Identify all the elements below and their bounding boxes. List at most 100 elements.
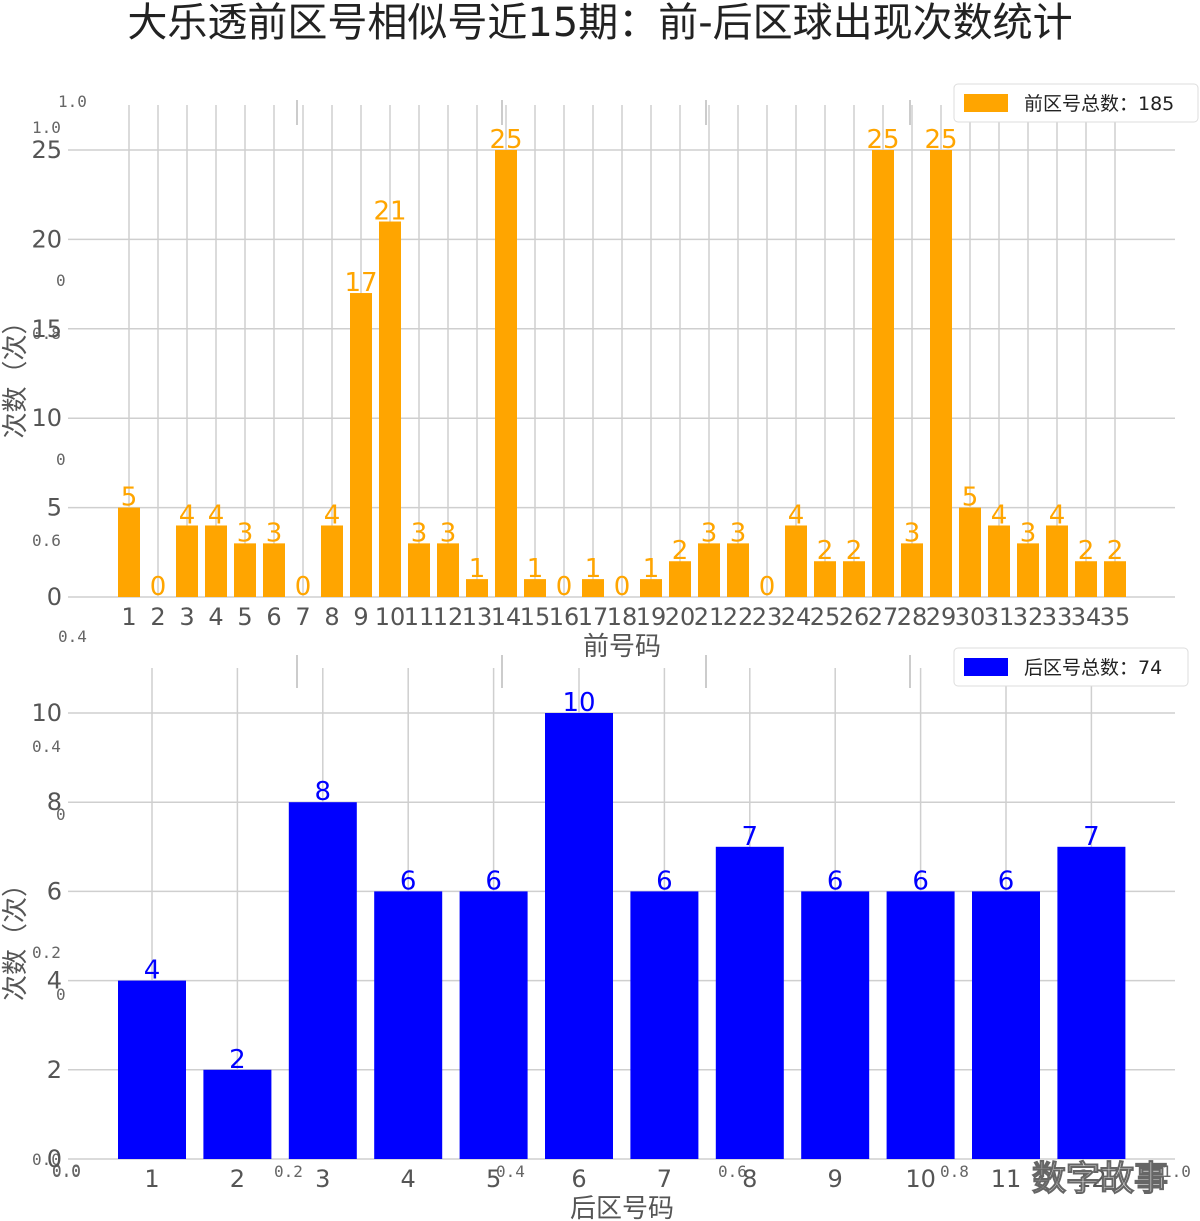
x-tick-label: 13 <box>462 603 493 631</box>
bar-value-label: 5 <box>962 483 979 513</box>
legend-box <box>953 647 1189 687</box>
legend-swatch <box>964 94 1008 112</box>
x-axis-label: 前号码 <box>583 632 661 662</box>
bar <box>203 1069 272 1159</box>
x-tick-label: 11 <box>991 1165 1022 1193</box>
x-tick-label: 25 <box>810 603 841 631</box>
bar <box>118 980 186 1159</box>
background-tick-label: 0 <box>56 985 66 1004</box>
bar-value-label: 6 <box>485 866 502 896</box>
x-tick-label: 19 <box>636 603 667 631</box>
bar <box>1075 561 1097 597</box>
x-tick-label: 9 <box>828 1165 843 1193</box>
background-tick-label: 0 <box>56 271 66 290</box>
x-tick-label: 4 <box>401 1165 416 1193</box>
x-tick-label: 17 <box>578 603 609 631</box>
x-tick-label: 28 <box>897 603 928 631</box>
bar-value-label: 1 <box>469 554 486 584</box>
x-tick-label: 1 <box>144 1165 159 1193</box>
x-tick-label: 33 <box>1042 603 1073 631</box>
y-tick-label: 8 <box>47 788 62 816</box>
x-tick-label: 5 <box>486 1165 501 1193</box>
bar-value-label: 4 <box>324 500 341 530</box>
y-tick-label: 2 <box>47 1056 62 1084</box>
bar <box>872 150 894 597</box>
bar <box>886 891 955 1159</box>
x-tick-label: 24 <box>781 603 812 631</box>
bar-value-label: 4 <box>179 500 196 530</box>
bar-value-label: 0 <box>150 572 167 602</box>
x-tick-label: 35 <box>1100 603 1131 631</box>
background-tick-label: 0.8 <box>940 1162 969 1181</box>
background-tick-label: 1.0 <box>1162 1162 1191 1181</box>
bar-value-label: 10 <box>562 688 595 718</box>
bar-value-label: 21 <box>373 197 406 227</box>
bar <box>698 543 720 597</box>
bar-value-label: 25 <box>924 125 957 155</box>
bar-value-label: 3 <box>266 518 283 548</box>
bar <box>630 891 699 1159</box>
bar <box>321 525 343 597</box>
bar <box>727 543 749 597</box>
bar <box>901 543 923 597</box>
bar-value-label: 1 <box>585 554 602 584</box>
x-tick-label: 7 <box>295 603 310 631</box>
x-tick-label: 31 <box>984 603 1015 631</box>
bar-value-label: 4 <box>991 500 1008 530</box>
bar <box>408 543 430 597</box>
bar-value-label: 6 <box>912 866 929 896</box>
background-tick-label: 0.6 <box>32 531 61 550</box>
legend-label: 后区号总数：74 <box>1024 657 1162 679</box>
background-tick-label: 0.4 <box>496 1162 525 1181</box>
y-tick-label: 20 <box>31 225 62 253</box>
bar-value-label: 8 <box>315 777 332 807</box>
x-tick-label: 34 <box>1071 603 1102 631</box>
bar-value-label: 7 <box>1083 822 1100 852</box>
bar-value-label: 2 <box>229 1045 246 1075</box>
bar-value-label: 3 <box>440 518 457 548</box>
bar-value-label: 4 <box>1049 500 1066 530</box>
bar <box>288 802 357 1159</box>
bar-value-label: 3 <box>730 518 747 548</box>
bar <box>374 891 443 1159</box>
x-tick-label: 26 <box>839 603 870 631</box>
bar-value-label: 5 <box>121 483 138 513</box>
x-tick-label: 10 <box>905 1165 936 1193</box>
bar <box>988 525 1010 597</box>
bar-value-label: 4 <box>208 500 225 530</box>
background-tick-label: 0 <box>56 805 66 824</box>
y-axis-label: 次数（次） <box>1 308 31 438</box>
bar <box>466 579 488 597</box>
x-tick-label: 6 <box>571 1165 586 1193</box>
y-tick-label: 0 <box>47 583 62 611</box>
bar <box>959 507 981 597</box>
bar-value-label: 6 <box>656 866 673 896</box>
bar-value-label: 2 <box>672 536 689 566</box>
bar <box>843 561 865 597</box>
bar-value-label: 6 <box>998 866 1015 896</box>
chart-title: 大乐透前区号相似号近15期：前-后区球出现次数统计 <box>127 0 1072 46</box>
x-tick-label: 32 <box>1013 603 1044 631</box>
background-tick-label: 0.6 <box>718 1162 747 1181</box>
background-tick-label: 0.0 <box>52 1162 81 1181</box>
bar-value-label: 0 <box>759 572 776 602</box>
bar <box>1017 543 1039 597</box>
bar-value-label: 6 <box>400 866 417 896</box>
x-tick-label: 8 <box>742 1165 757 1193</box>
bar <box>582 579 604 597</box>
y-tick-label: 0 <box>47 1145 62 1173</box>
x-tick-label: 11 <box>404 603 435 631</box>
x-tick-label: 10 <box>375 603 406 631</box>
x-tick-label: 5 <box>237 603 252 631</box>
bar-value-label: 2 <box>1107 536 1124 566</box>
y-axis-label: 次数（次） <box>1 871 31 1001</box>
bar <box>972 891 1040 1159</box>
bar <box>1057 846 1126 1159</box>
bar-value-label: 3 <box>411 518 428 548</box>
x-tick-label: 7 <box>657 1165 672 1193</box>
bar-value-label: 3 <box>237 518 254 548</box>
bar-value-label: 25 <box>866 125 899 155</box>
x-tick-label: 18 <box>607 603 638 631</box>
